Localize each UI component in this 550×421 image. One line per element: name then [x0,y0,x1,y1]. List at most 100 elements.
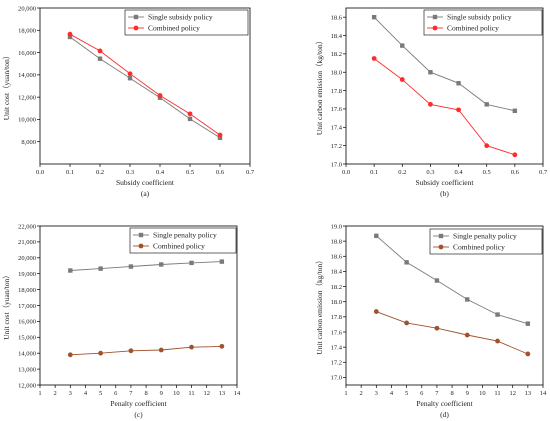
x-tick-label: 5 [405,390,408,397]
y-tick-label: 14,000 [18,72,36,79]
x-axis-title: Subsidy coefficient [116,178,175,187]
data-point [464,332,470,338]
legend-label: Single penalty policy [453,232,517,241]
data-point [400,43,405,48]
data-point [189,344,194,350]
data-point [512,152,518,158]
y-tick-label: 16,000 [18,319,36,326]
y-tick-label: 13,000 [18,366,36,373]
chart-panel-a: 0.0 0.1 0.2 0.3 0.4 0.5 0.6 0.7 8,000 10,000 12,00… [2,5,255,198]
x-tick-label: 0.0 [36,169,44,176]
x-tick-label: 11 [494,390,500,397]
series-line [376,311,528,355]
y-tick-label: 18.4 [331,269,343,276]
legend-swatch-marker [438,244,444,250]
y-tick-label: 18.0 [331,299,342,306]
x-tick-label: 9 [160,390,163,397]
y-tick-label: 19.0 [331,223,342,230]
y-tick-label: 18.8 [331,238,342,245]
x-tick-label: 0.1 [370,169,378,176]
data-point [98,266,103,271]
data-point [128,348,134,354]
x-tick-label: 3 [69,390,72,397]
y-tick-label: 18.6 [331,254,343,261]
y-tick-label: 18.2 [331,284,342,291]
y-tick-label: 17,000 [18,303,36,310]
data-point [217,135,223,141]
legend-box [124,9,249,36]
series-line [70,345,222,356]
y-tick-label: 15,000 [18,335,36,342]
y-tick-label: 17.4 [331,344,343,351]
legend-label: Single penalty policy [153,231,217,240]
data-point [374,233,379,239]
data-point [187,111,193,117]
x-tick-label: 14 [234,390,241,397]
data-point [371,56,377,61]
x-tick-label: 14 [540,390,547,397]
series-line [373,58,516,156]
series-line [70,261,222,271]
data-point [484,102,489,107]
y-tick-label: 17.0 [331,375,342,382]
data-point [127,71,133,77]
legend: Single penalty policy Combined policy [429,228,543,255]
y-tick-label: 22,000 [18,223,36,230]
series-line [69,36,221,139]
data-point [127,76,133,81]
x-tick-label: 1 [38,390,41,397]
legend: Single penalty policy Combined policy [129,227,237,254]
legend-swatch-marker [432,14,438,20]
legend-label: Combined policy [148,24,200,33]
x-axis-title: Penalty coefficient [110,399,167,408]
y-tick-label: 19,000 [18,271,36,278]
y-tick-label: 18.2 [331,51,342,58]
series-line [69,33,221,136]
x-tick-label: 10 [479,390,486,397]
x-tick-label: 13 [219,390,226,397]
data-point [404,260,409,265]
data-point [371,14,377,20]
y-axis-title: Unit cost（yuan/ton） [2,52,11,121]
x-axis-title: Subsidy coefficient [416,178,475,187]
panel-label: (a) [141,189,150,198]
data-point [97,56,103,61]
data-point [428,70,433,75]
x-axis-title: Penalty coefficient [416,399,473,408]
data-point [525,321,531,326]
x-tick-label: 3 [375,390,378,397]
y-tick-label: 21,000 [18,239,36,246]
x-tick-label: 2 [54,390,57,397]
legend-label: Combined policy [153,242,205,251]
chart-panel-d: 1 2 3 4 5 6 7 8 9 10 11 12 13 1417.017.217.417.617.81… [315,223,547,419]
x-tick-label: 6 [114,390,118,397]
legend: Single subsidy policy Combined policy [124,9,249,36]
x-tick-label: 0.1 [66,169,74,176]
data-point [68,268,73,273]
y-tick-label: 17.6 [331,106,343,113]
data-point [97,48,103,54]
data-point [456,107,461,113]
x-tick-label: 1 [344,390,347,397]
data-point [399,77,405,82]
x-tick-label: 11 [188,390,194,397]
x-tick-label: 7 [435,390,439,397]
y-tick-label: 18.6 [331,14,343,21]
legend-box [129,227,237,254]
y-tick-label: 17.2 [331,143,342,150]
x-tick-label: 0.5 [483,169,491,176]
y-tick-label: 20,000 [18,5,36,12]
y-axis-title: Unit carbon emission（kg/ton） [315,37,324,135]
y-tick-label: 17.8 [331,314,342,321]
data-point [525,351,531,357]
data-point [159,262,164,267]
x-tick-label: 0.2 [96,169,104,176]
y-tick-label: 18,000 [18,28,36,35]
data-point [465,297,470,302]
data-point [128,264,134,269]
data-point [404,320,410,326]
x-tick-label: 8 [144,390,147,397]
panel-label: (c) [134,410,143,419]
x-tick-label: 0.4 [156,169,165,176]
